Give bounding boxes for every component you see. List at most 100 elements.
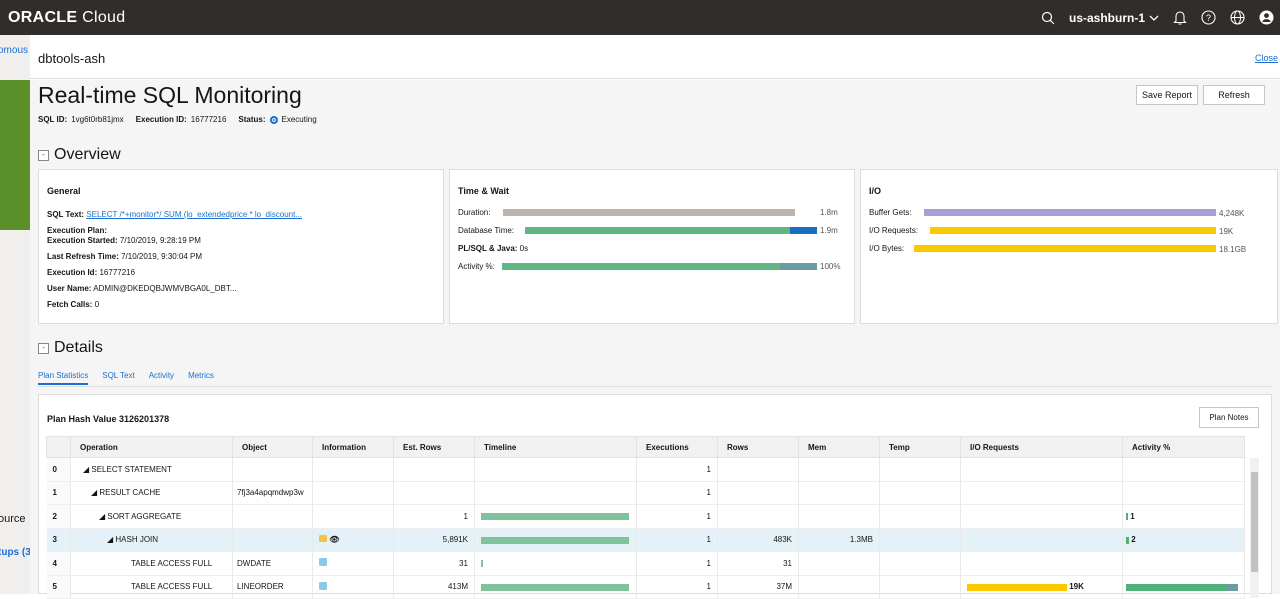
search-icon[interactable] [1041, 11, 1055, 25]
background-text: tups (3 [0, 547, 30, 558]
executions-cell: 1 [636, 575, 718, 599]
globe-icon[interactable] [1230, 10, 1245, 25]
table-row[interactable]: 2 ◢ SORT AGGREGATE 1 1 1 [46, 504, 1245, 529]
column-header-object[interactable]: Object [232, 436, 313, 458]
est-rows-cell: 5,891K [393, 528, 475, 552]
general-card: General SQL Text: SELECT /*+monitor*/ SU… [38, 169, 444, 324]
svg-text:?: ? [1206, 13, 1211, 23]
object-cell [232, 504, 313, 529]
column-header-activity[interactable]: Activity % [1122, 436, 1245, 458]
est-rows-cell: 31 [393, 551, 475, 576]
top-bar: ORACLE Cloud us-ashburn-1 ? [0, 0, 1280, 35]
executions-cell: 1 [636, 504, 718, 529]
io-requests-value: 19K [1219, 227, 1234, 236]
refresh-button[interactable]: Refresh [1203, 85, 1265, 105]
io-requests-cell [960, 504, 1123, 529]
user-icon[interactable] [1259, 10, 1274, 25]
save-report-button[interactable]: Save Report [1136, 85, 1198, 105]
close-link[interactable]: Close [1254, 53, 1278, 63]
io-requests-cell: 19K [960, 575, 1123, 599]
information-cell [312, 575, 394, 599]
timeline-bar [481, 560, 483, 568]
table-row[interactable]: 4 TABLE ACCESS FULL DWDATE 31 1 31 [46, 551, 1245, 576]
temp-cell [879, 551, 961, 576]
overview-section-header[interactable]: - Overview [38, 146, 121, 164]
io-bytes-bar [914, 245, 1216, 252]
table-row[interactable]: 3 ◢ HASH JOIN 👁 5,891K 1 483K 1.3MB 2 [46, 528, 1245, 552]
information-cell [312, 551, 394, 576]
sql-text-link[interactable]: SELECT /*+monitor*/ SUM (lo_extendedpric… [86, 210, 303, 219]
activity-cell [1122, 551, 1245, 576]
temp-cell [879, 528, 961, 552]
column-header-est-rows[interactable]: Est. Rows [393, 436, 475, 458]
est-rows-cell: 413M [393, 575, 475, 599]
object-cell: LINEORDER [232, 575, 313, 599]
help-icon[interactable]: ? [1201, 10, 1216, 25]
table-row[interactable]: 0 ◢ SELECT STATEMENT 1 [46, 457, 1245, 482]
region-selector[interactable]: us-ashburn-1 [1069, 11, 1159, 25]
rows-cell [717, 481, 799, 505]
scrollbar-thumb[interactable] [1251, 472, 1258, 572]
executions-cell: 1 [636, 457, 718, 482]
table-scrollbar[interactable] [1250, 458, 1259, 598]
database-time-label: Database Time: [458, 226, 515, 235]
tab-plan-statistics[interactable]: Plan Statistics [38, 371, 89, 385]
last-refresh-row: Last Refresh Time: 7/10/2019, 9:30:04 PM [47, 252, 203, 261]
execution-plan-row: Execution Plan: [47, 226, 108, 235]
timeline-cell [474, 528, 637, 552]
plan-statistics-panel: Plan Hash Value 3126201378 Plan Notes Op… [38, 394, 1272, 599]
tab-activity[interactable]: Activity [148, 371, 175, 380]
information-cell [312, 457, 394, 482]
io-requests-bar [930, 227, 1216, 234]
main-content: Real-time SQL Monitoring SQL ID: 1vg6t0r… [30, 80, 1280, 599]
executions-cell: 1 [636, 481, 718, 505]
column-header-temp[interactable]: Temp [879, 436, 961, 458]
column-header [46, 436, 71, 458]
column-header-operation[interactable]: Operation [70, 436, 233, 458]
column-header-rows[interactable]: Rows [717, 436, 799, 458]
execution-id-value: 16777216 [190, 115, 227, 124]
tab-metrics[interactable]: Metrics [188, 371, 214, 380]
collapse-icon[interactable]: - [38, 149, 49, 161]
plan-hash-value: Plan Hash Value 3126201378 [47, 414, 170, 424]
operation-cell: TABLE ACCESS FULL [70, 551, 233, 576]
column-header-executions[interactable]: Executions [636, 436, 718, 458]
table-row[interactable]: 1 ◢ RESULT CACHE 7fj3a4apqmdwp3w 1 [46, 481, 1245, 505]
database-time-io-bar [790, 227, 817, 234]
operation-cell: ◢ HASH JOIN [70, 528, 233, 552]
time-wait-card: Time & Wait Duration: 1.8m Database Time… [449, 169, 855, 324]
column-header-mem[interactable]: Mem [798, 436, 880, 458]
row-index: 4 [46, 551, 71, 576]
tab-sql-text[interactable]: SQL Text [102, 371, 135, 380]
io-requests-bar [967, 583, 1067, 591]
temp-cell [879, 457, 961, 482]
info-note-icon[interactable] [319, 535, 327, 543]
document-icon[interactable] [319, 558, 327, 567]
bell-icon[interactable] [1173, 10, 1187, 25]
row-index: 0 [46, 457, 71, 482]
table-row[interactable]: 5 TABLE ACCESS FULL LINEORDER 413M 1 37M… [46, 575, 1245, 599]
io-requests-cell [960, 551, 1123, 576]
io-requests-cell [960, 457, 1123, 482]
background-text: omous [0, 45, 29, 56]
collapse-icon[interactable]: - [38, 342, 49, 354]
details-title: Details [54, 339, 103, 356]
est-rows-cell: 1 [393, 504, 475, 529]
est-rows-cell [393, 457, 475, 482]
tab-divider [38, 386, 1272, 387]
column-header-io-requests[interactable]: I/O Requests [960, 436, 1123, 458]
information-cell [312, 481, 394, 505]
mem-cell: 1.3MB [798, 528, 880, 552]
execution-meta: SQL ID: 1vg6t0rb81jmx Execution ID: 1677… [38, 115, 317, 124]
details-section-header[interactable]: - Details [38, 339, 103, 357]
plan-notes-button[interactable]: Plan Notes [1199, 407, 1259, 428]
details-tabs: Plan Statistics SQL Text Activity Metric… [38, 371, 214, 385]
rows-cell [717, 504, 799, 529]
activity-label: Activity %: [458, 262, 495, 271]
binoculars-icon[interactable]: 👁 [329, 535, 340, 545]
oracle-cloud-logo[interactable]: ORACLE Cloud [8, 9, 126, 26]
document-icon[interactable] [319, 581, 327, 590]
column-header-timeline[interactable]: Timeline [474, 436, 637, 458]
column-header-information[interactable]: Information [312, 436, 394, 458]
executing-status-icon [269, 115, 278, 124]
